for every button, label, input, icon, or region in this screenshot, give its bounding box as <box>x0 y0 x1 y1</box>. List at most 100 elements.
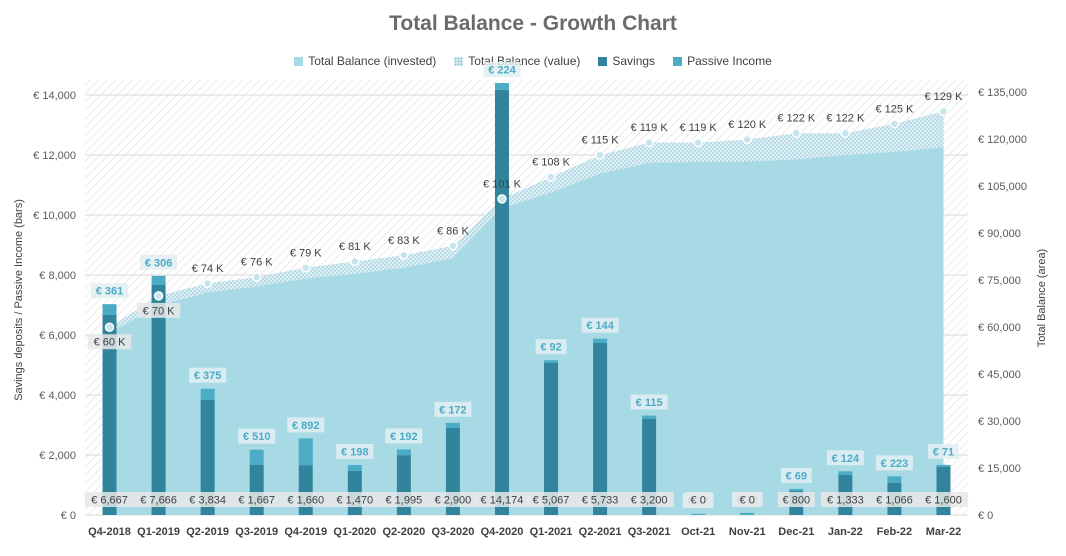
right-tick-label: € 60,000 <box>978 322 1021 334</box>
value-marker <box>644 137 654 148</box>
passive-income-label-box <box>826 450 864 466</box>
passive-income-label: € 92 <box>540 342 561 354</box>
value-label: € 86 K <box>437 225 469 237</box>
savings-label-box <box>84 492 135 507</box>
right-tick-label: € 75,000 <box>978 275 1021 287</box>
value-marker <box>546 172 556 182</box>
category-label: Q4-2019 <box>284 526 327 538</box>
savings-label-box <box>133 492 184 507</box>
passive-income-label: € 172 <box>439 404 467 416</box>
value-marker <box>251 272 262 282</box>
bar-savings <box>200 399 215 515</box>
passive-income-label: € 71 <box>933 446 954 458</box>
right-tick-label: € 90,000 <box>978 228 1021 240</box>
passive-income-label-box <box>385 428 423 444</box>
bar-savings <box>298 465 313 515</box>
savings-label: € 800 <box>783 495 811 507</box>
savings-label: € 0 <box>740 495 755 507</box>
value-label: € 81 K <box>339 241 371 253</box>
value-marker <box>791 128 802 138</box>
category-label: Q3-2019 <box>235 526 278 538</box>
bar-savings <box>544 362 559 515</box>
passive-income-label: € 361 <box>96 286 124 298</box>
passive-income-label-box <box>189 367 227 383</box>
passive-income-label: € 198 <box>341 446 369 458</box>
left-tick-label: € 10,000 <box>33 210 76 222</box>
savings-label: € 7,666 <box>140 495 177 507</box>
savings-label: € 1,667 <box>238 495 275 507</box>
bar-passive-income <box>249 449 264 465</box>
value-label: € 119 K <box>680 122 718 134</box>
savings-label-box <box>231 492 282 507</box>
value-label: € 74 K <box>192 263 224 275</box>
passive-income-label-box <box>238 428 276 444</box>
passive-income-label: € 115 <box>636 397 663 409</box>
value-marker <box>938 106 949 117</box>
category-label: Q2-2020 <box>382 526 425 538</box>
category-label: Q1-2019 <box>137 526 180 538</box>
savings-label-box <box>428 492 478 507</box>
left-axis-title: Savings deposits / Passive Income (bars) <box>13 199 25 401</box>
category-label: Mar-22 <box>926 526 961 538</box>
right-tick-label: € 0 <box>978 510 993 522</box>
bar-passive-income <box>102 304 117 315</box>
value-label: € 122 K <box>777 113 816 125</box>
passive-income-label: € 124 <box>832 453 860 465</box>
bar-savings <box>151 285 166 515</box>
category-label: Q1-2020 <box>333 526 376 538</box>
category-label: Oct-21 <box>681 526 715 538</box>
bar-passive-income <box>544 360 559 363</box>
savings-label: € 3,200 <box>631 495 668 507</box>
passive-income-label: € 306 <box>145 257 173 269</box>
passive-income-label-box <box>630 394 668 410</box>
chart-title: Total Balance - Growth Chart <box>389 12 677 35</box>
value-marker <box>448 241 458 251</box>
legend-label: Passive Income <box>687 54 772 68</box>
left-tick-label: € 12,000 <box>33 150 76 162</box>
value-label: € 101 K <box>483 178 522 190</box>
savings-label: € 5,067 <box>533 495 570 507</box>
value-marker <box>153 291 164 301</box>
category-label: Jan-22 <box>828 526 863 538</box>
passive-income-label-box <box>581 317 619 333</box>
savings-label: € 1,066 <box>876 495 913 507</box>
legend-item: Savings <box>598 54 655 68</box>
passive-income-label: € 375 <box>194 370 222 382</box>
passive-income-label-box <box>91 283 129 299</box>
value-marker <box>742 134 752 145</box>
value-label: € 129 K <box>925 91 964 103</box>
value-label: € 119 K <box>631 122 669 134</box>
bar-savings <box>102 314 117 515</box>
value-label: € 60 K <box>94 337 126 349</box>
bar-passive-income <box>593 338 608 344</box>
bar-passive-income <box>789 488 804 491</box>
legend-swatch <box>673 56 683 66</box>
bar-passive-income <box>887 476 902 484</box>
right-tick-label: € 135,000 <box>978 87 1027 99</box>
savings-label-box <box>685 492 711 507</box>
value-marker <box>301 263 311 273</box>
bar-passive-income <box>445 422 460 428</box>
left-tick-label: € 0 <box>61 510 76 522</box>
passive-income-label: € 223 <box>881 458 909 470</box>
passive-income-label-box <box>483 62 521 78</box>
bar-passive-income <box>396 449 411 456</box>
bar-passive-income <box>347 464 362 471</box>
savings-label-box <box>182 492 233 507</box>
passive-income-label-box <box>434 401 472 417</box>
passive-income-label-box <box>336 443 374 459</box>
legend-swatch <box>598 56 608 66</box>
savings-label: € 6,667 <box>91 495 128 507</box>
category-label: Q4-2020 <box>481 526 524 538</box>
value-marker <box>497 194 507 204</box>
bar-savings <box>936 467 951 515</box>
left-tick-label: € 2,000 <box>39 450 76 462</box>
savings-label: € 3,834 <box>189 495 226 507</box>
passive-income-label-box <box>780 467 812 483</box>
value-label: € 83 K <box>388 235 420 247</box>
value-marker <box>399 250 409 261</box>
legend-item: Passive Income <box>673 54 772 68</box>
value-marker <box>840 128 851 138</box>
